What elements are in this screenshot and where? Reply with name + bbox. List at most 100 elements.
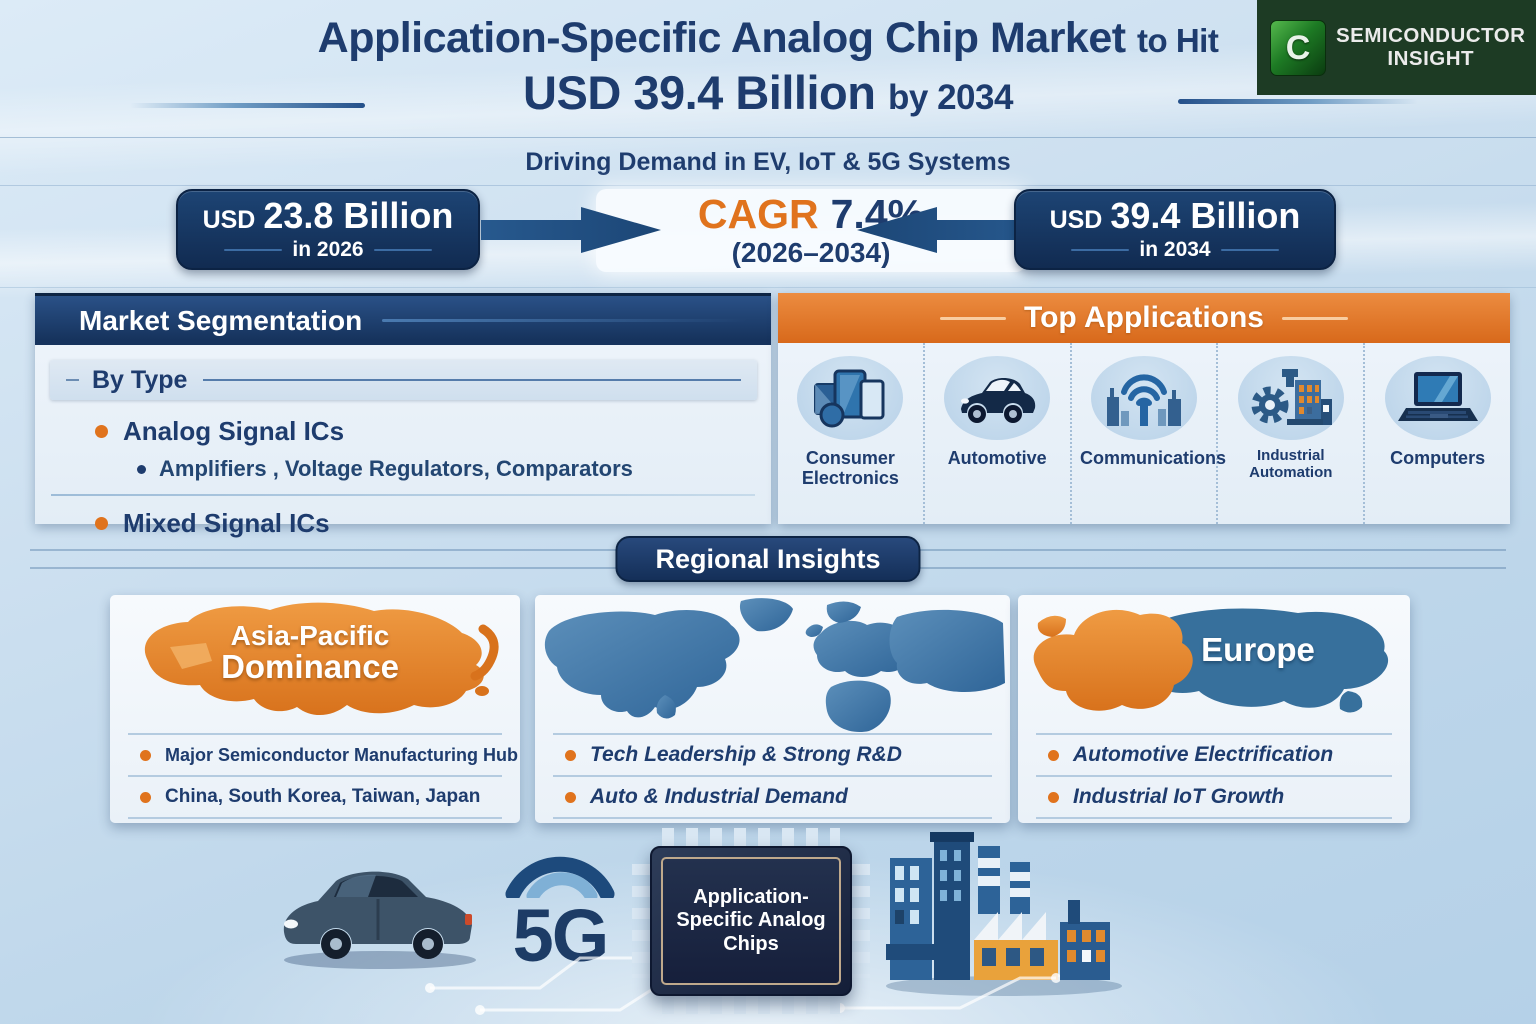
- world-map-shape: [544, 598, 1005, 733]
- consumer-electronics-icon: [814, 369, 885, 428]
- bullet-dot: [565, 749, 576, 761]
- region-bullet: China, South Korea, Taiwan, Japan: [110, 777, 520, 817]
- application-label: Computers: [1390, 448, 1486, 468]
- divider-line: [0, 287, 1536, 288]
- divider-line: [1036, 775, 1392, 777]
- brand-logo: C SEMICONDUCTOR INSIGHT: [1257, 0, 1536, 95]
- period-label: in 2034: [1139, 237, 1211, 261]
- chip-label: Application-Specific Analog Chips: [676, 885, 826, 955]
- amount: 39.4 Billion: [1110, 194, 1301, 236]
- region-name-line2: Dominance: [221, 648, 399, 686]
- region-name-line1: Asia-Pacific: [230, 620, 390, 651]
- market-value-2034: USD 39.4 Billion in 2034: [1014, 189, 1336, 270]
- segment-item: Mixed Signal ICs: [95, 508, 771, 539]
- application-label: Industrial Automation: [1249, 447, 1333, 481]
- analog-chip-illustration: Application-Specific Analog Chips: [650, 846, 852, 996]
- region-bullet: Automotive Electrification: [1018, 735, 1410, 775]
- divider-line: [1036, 733, 1392, 735]
- title-flourish-right: [1178, 99, 1418, 104]
- cagr-range: (2026–2034): [731, 237, 891, 269]
- asia-map-shape: [144, 602, 499, 716]
- dash-ornament: [1220, 248, 1279, 251]
- regional-card-asia-pacific: Asia-Pacific Dominance Major Semiconduct…: [110, 595, 520, 823]
- by-type-label: By Type: [92, 365, 188, 394]
- car-icon: [961, 378, 1036, 423]
- region-bullet: Major Semiconductor Manufacturing Hub: [110, 735, 520, 775]
- bullet-dot: [1048, 749, 1059, 761]
- header-rule: [382, 319, 747, 322]
- application-communications: Communications: [1072, 343, 1226, 524]
- region-bullet-text: Auto & Industrial Demand: [590, 785, 848, 808]
- title-line2: USD 39.4 Billion by 2034: [0, 65, 1536, 120]
- header-rule: [1282, 316, 1348, 320]
- top-applications-header: Top Applications: [778, 293, 1510, 343]
- regional-card-title: Asia-Pacific Dominance: [200, 621, 420, 685]
- dash-ornament: [373, 248, 432, 251]
- market-segmentation-header: Market Segmentation: [35, 293, 771, 345]
- factory-illustration: [886, 832, 1122, 996]
- bullet-dot: [140, 791, 151, 803]
- chip-pins: [850, 864, 870, 978]
- footer-illustration: 5G Application-Specific Analog Chips: [0, 818, 1536, 1024]
- brand-name: SEMICONDUCTOR INSIGHT: [1336, 25, 1526, 69]
- top-applications-title: Top Applications: [1024, 301, 1264, 334]
- region-bullet: Auto & Industrial Demand: [535, 777, 1010, 817]
- market-value-2026-period: in 2026: [224, 237, 432, 262]
- region-bullet-text: Industrial IoT Growth: [1073, 785, 1285, 808]
- segment-item-label: Analog Signal ICs: [123, 416, 345, 446]
- bullet-dot: [137, 464, 146, 474]
- header-rule: [940, 316, 1006, 320]
- brand-name-line1: SEMICONDUCTOR: [1336, 24, 1526, 48]
- market-value-2026-amount: USD 23.8 Billion: [202, 197, 454, 234]
- segment-subitem: Amplifiers , Voltage Regulators, Compara…: [137, 456, 771, 482]
- world-map: [535, 595, 1010, 733]
- by-type-band: By Type: [50, 360, 757, 400]
- by-type-rule: [203, 379, 741, 381]
- regional-insights-title: Regional Insights: [615, 536, 921, 582]
- period-label: in 2026: [292, 237, 364, 261]
- regional-card-title: Europe: [1201, 631, 1315, 668]
- chip-icon-glyph: C: [1285, 28, 1311, 67]
- title-main: Application-Specific Analog Chip Market: [317, 14, 1126, 62]
- chip-pins: [632, 864, 652, 978]
- asia-map: Asia-Pacific Dominance: [110, 595, 520, 733]
- top-applications-panel: Top Applications Consumer Electronics: [778, 293, 1510, 524]
- title-value: USD 39.4 Billion: [523, 66, 876, 119]
- brand-name-line2: INSIGHT: [1387, 46, 1475, 70]
- page-title: Application-Specific Analog Chip Market …: [0, 14, 1536, 120]
- applications-row: Consumer Electronics Automotive: [778, 343, 1510, 524]
- market-value-2034-period: in 2034: [1071, 237, 1279, 262]
- region-bullet-text: Tech Leadership & Strong R&D: [590, 743, 902, 766]
- icon-ellipse: [1090, 356, 1197, 440]
- title-line1: Application-Specific Analog Chip Market …: [0, 14, 1536, 63]
- regional-card-north-america: Tech Leadership & Strong R&D Auto & Indu…: [535, 595, 1010, 823]
- divider-line: [553, 733, 992, 735]
- currency-prefix: USD: [1049, 205, 1103, 234]
- segment-item-label: Mixed Signal ICs: [123, 508, 330, 538]
- currency-prefix: USD: [202, 205, 256, 234]
- 5g-label: 5G: [512, 894, 610, 977]
- arrow-right-icon: [481, 207, 661, 253]
- application-label: Communications: [1079, 448, 1226, 468]
- divider-line: [0, 137, 1536, 138]
- icon-ellipse: [1237, 356, 1344, 440]
- segment-subitem-label: Amplifiers , Voltage Regulators, Compara…: [159, 456, 633, 481]
- bullet-dot: [565, 791, 576, 803]
- dash-ornament: [1071, 248, 1130, 251]
- cagr-label: CAGR: [697, 191, 819, 237]
- subtitle: Driving Demand in EV, IoT & 5G Systems: [525, 148, 1011, 176]
- 5g-arcs: [505, 856, 615, 903]
- region-bullet: Tech Leadership & Strong R&D: [535, 735, 1010, 775]
- market-segmentation-title: Market Segmentation: [79, 304, 363, 336]
- application-label: Consumer Electronics: [801, 448, 899, 489]
- laptop-icon: [1397, 372, 1478, 421]
- title-flourish-left: [130, 103, 365, 108]
- icon-ellipse: [797, 356, 904, 440]
- wifi-tower-icon: [1106, 374, 1181, 426]
- divider-line: [128, 733, 502, 735]
- europe-map-shape: [1033, 608, 1389, 713]
- divider-line: [128, 775, 502, 777]
- arrow-left-icon: [857, 207, 1037, 253]
- divider-line: [51, 494, 755, 496]
